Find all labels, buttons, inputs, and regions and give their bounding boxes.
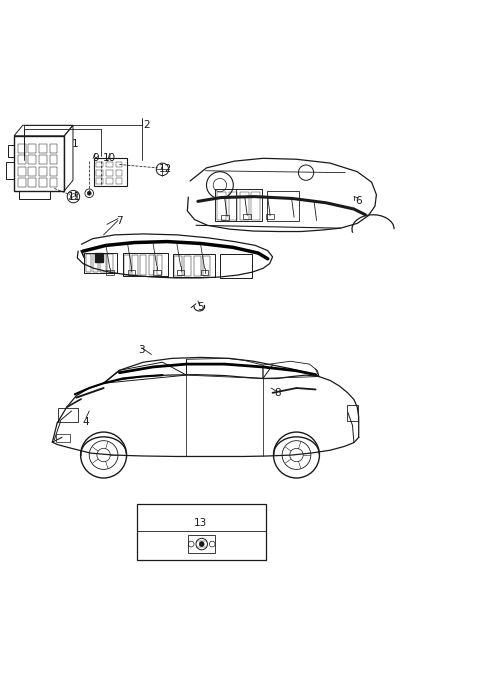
Circle shape xyxy=(199,541,204,546)
Bar xyxy=(201,270,208,275)
Bar xyxy=(137,504,266,560)
Bar xyxy=(174,257,181,276)
Bar xyxy=(49,155,57,164)
Bar xyxy=(19,191,50,200)
Bar xyxy=(228,192,237,219)
Bar xyxy=(95,253,103,261)
Bar xyxy=(49,167,57,175)
Text: 4: 4 xyxy=(83,416,89,427)
Bar xyxy=(96,162,103,167)
Text: 3: 3 xyxy=(139,345,145,355)
Bar xyxy=(153,270,160,275)
Bar xyxy=(28,155,36,164)
Bar xyxy=(123,253,168,276)
Bar xyxy=(106,170,113,175)
Bar xyxy=(86,255,91,272)
Bar xyxy=(240,192,249,219)
Bar xyxy=(124,255,130,275)
Text: 7: 7 xyxy=(116,215,123,226)
Text: 6: 6 xyxy=(355,196,362,206)
Bar xyxy=(106,162,113,167)
Text: 12: 12 xyxy=(159,164,172,174)
Bar xyxy=(128,270,135,275)
Bar xyxy=(106,178,113,184)
Bar xyxy=(203,257,210,276)
Bar xyxy=(28,178,36,187)
Bar xyxy=(217,192,226,219)
Bar xyxy=(215,189,262,222)
Bar xyxy=(28,167,36,175)
Bar xyxy=(39,167,47,175)
Bar xyxy=(215,189,236,222)
Bar xyxy=(18,167,25,175)
Bar xyxy=(108,255,113,272)
Bar xyxy=(106,270,114,275)
Bar xyxy=(220,254,252,278)
Bar xyxy=(49,178,57,187)
Bar xyxy=(100,255,106,272)
Bar xyxy=(157,255,162,275)
Bar xyxy=(177,270,184,275)
Bar xyxy=(39,178,47,187)
Text: 9: 9 xyxy=(92,153,99,163)
Bar xyxy=(116,178,122,184)
Text: 13: 13 xyxy=(194,519,207,528)
Bar xyxy=(116,162,122,167)
Bar xyxy=(184,257,191,276)
Bar xyxy=(18,155,25,164)
Text: 8: 8 xyxy=(274,388,281,398)
Bar xyxy=(267,191,300,221)
Bar xyxy=(347,405,358,420)
Text: 10: 10 xyxy=(103,153,116,163)
Bar xyxy=(96,170,103,175)
Bar xyxy=(188,535,215,552)
Bar xyxy=(49,144,57,153)
Text: 1: 1 xyxy=(72,139,78,149)
Circle shape xyxy=(87,191,91,195)
Bar xyxy=(94,158,127,186)
Bar xyxy=(39,155,47,164)
Text: 2: 2 xyxy=(144,120,150,130)
Bar xyxy=(56,433,70,442)
Bar xyxy=(14,136,64,191)
Text: 5: 5 xyxy=(197,301,204,312)
Bar xyxy=(93,255,98,272)
Bar xyxy=(266,214,274,219)
Bar xyxy=(84,253,117,273)
Text: 11: 11 xyxy=(68,191,82,202)
Bar xyxy=(28,144,36,153)
Bar xyxy=(39,144,47,153)
Bar xyxy=(18,144,25,153)
Bar xyxy=(173,254,215,277)
Bar xyxy=(116,170,122,175)
Bar xyxy=(236,189,262,222)
Bar xyxy=(149,255,155,275)
Bar xyxy=(252,192,260,219)
Bar xyxy=(221,215,228,219)
Bar xyxy=(243,214,251,219)
Bar xyxy=(193,257,201,276)
Bar xyxy=(141,255,146,275)
Bar xyxy=(96,178,103,184)
Bar xyxy=(132,255,138,275)
Bar xyxy=(18,178,25,187)
Bar xyxy=(58,408,78,422)
